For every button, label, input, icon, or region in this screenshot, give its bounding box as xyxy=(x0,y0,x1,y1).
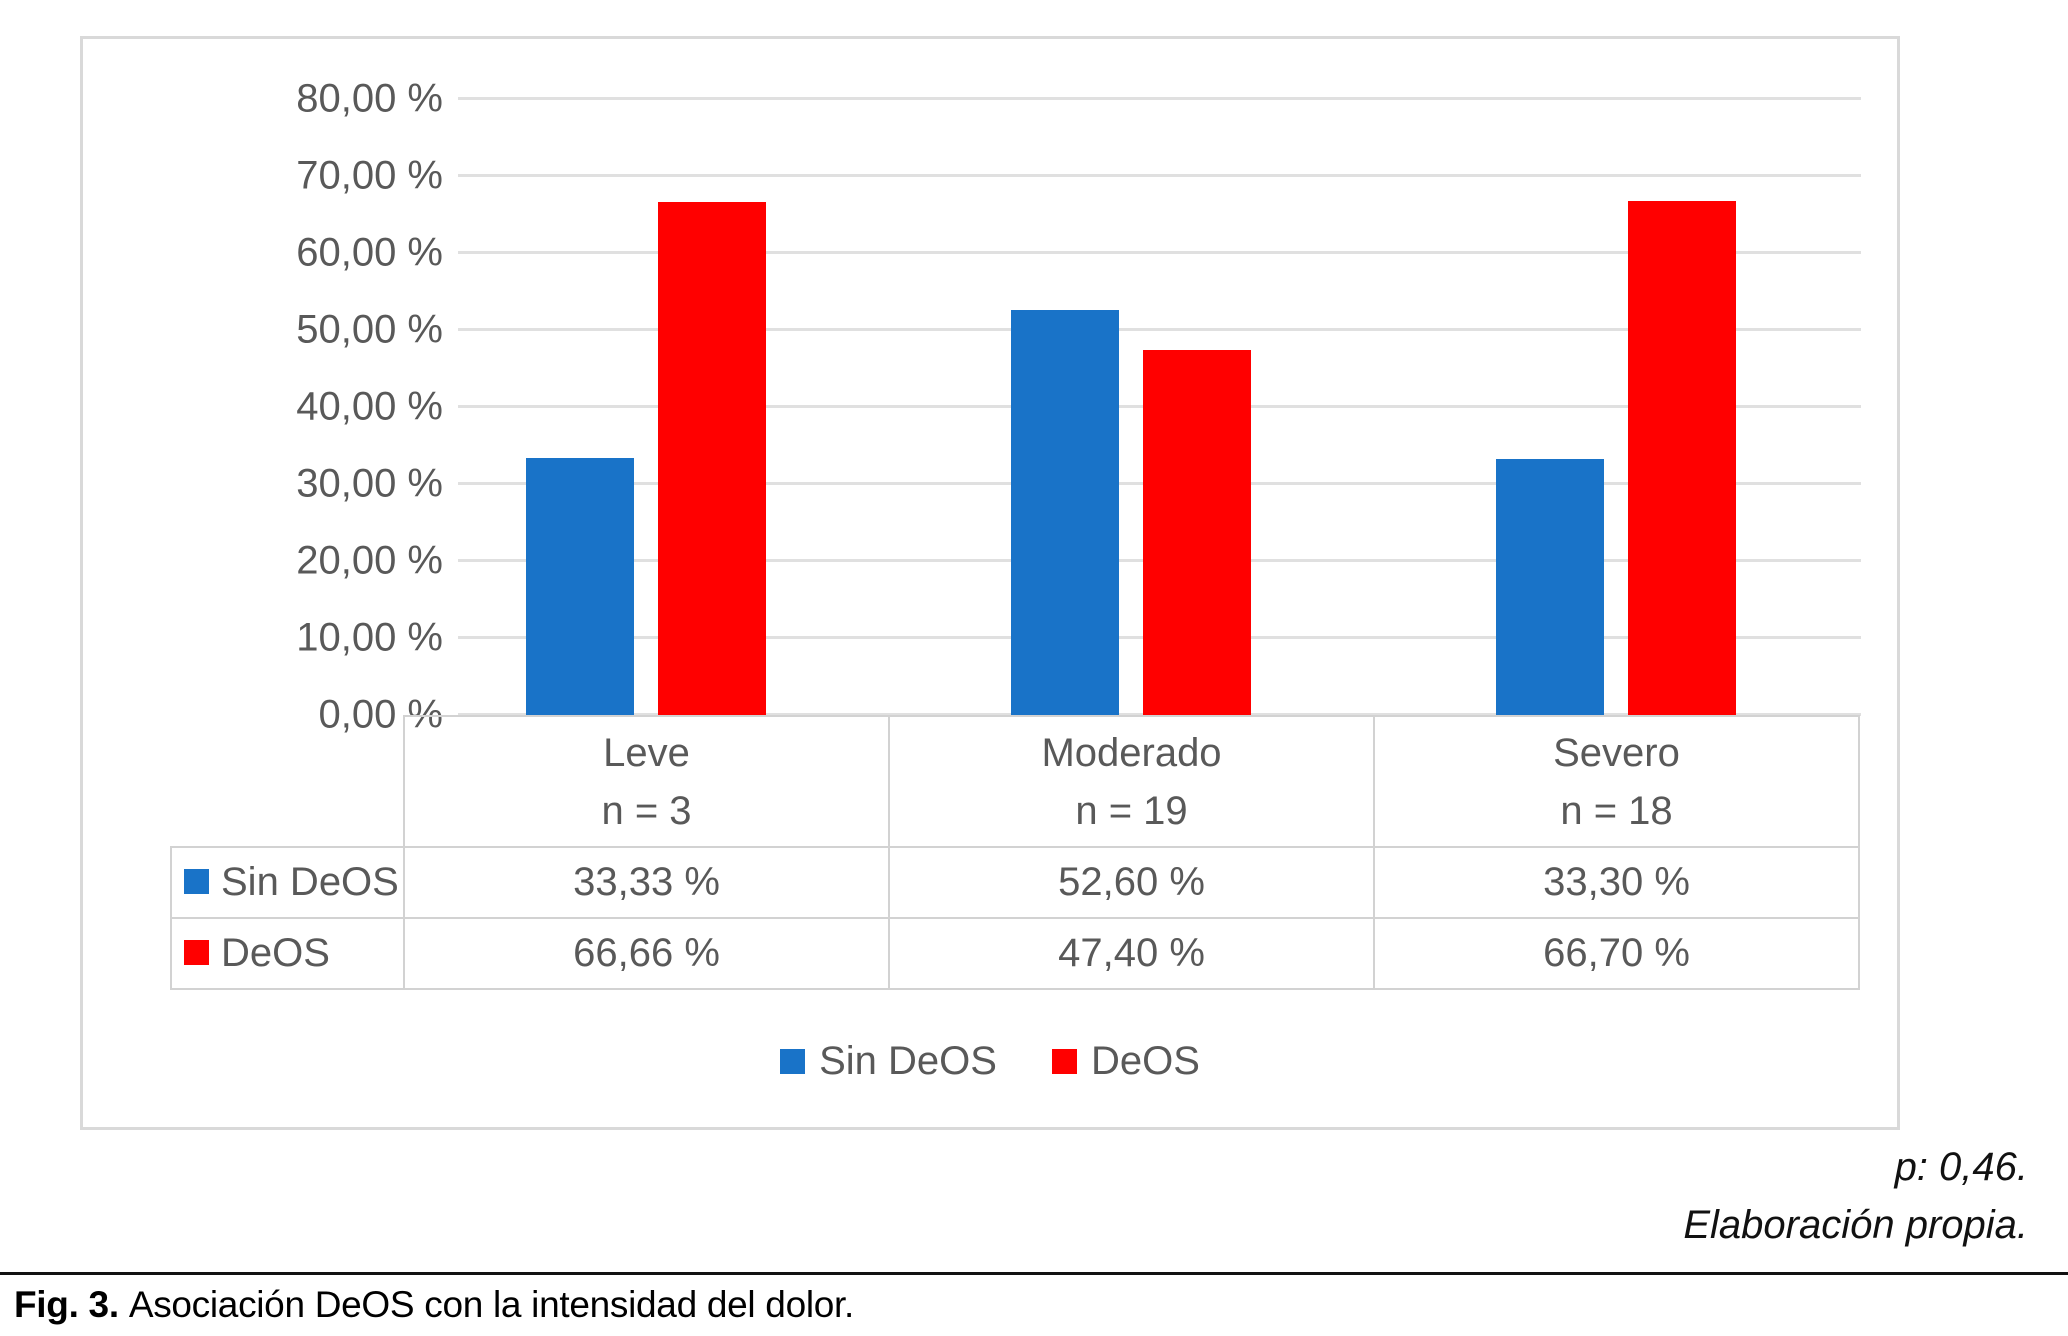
y-axis-tick-label: 10,00 % xyxy=(296,615,443,660)
bar-deos-moderado xyxy=(1142,350,1251,715)
y-axis-tick-label: 20,00 % xyxy=(296,538,443,583)
y-axis-tick-label: 50,00 % xyxy=(296,307,443,352)
figure-caption-label: Fig. 3. xyxy=(14,1284,119,1325)
y-axis-tick-label: 40,00 % xyxy=(296,384,443,429)
legend-item-sin-deos: Sin DeOS xyxy=(780,1039,997,1084)
legend-label: Sin DeOS xyxy=(819,1038,997,1083)
y-axis-tick-label: 60,00 % xyxy=(296,230,443,275)
row-header-deos: DeOS xyxy=(170,917,405,990)
data-table: Leve n = 3 Moderado n = 19 Severo n = 18… xyxy=(170,715,1860,990)
bar-sin-deos-leve xyxy=(525,458,634,715)
table-corner-cell xyxy=(171,716,404,847)
column-header-severo: Severo n = 18 xyxy=(1373,715,1860,848)
value-cell: 66,66 % xyxy=(403,917,890,990)
value-cell: 52,60 % xyxy=(888,846,1375,919)
table-row-deos: DeOS 66,66 % 47,40 % 66,70 % xyxy=(170,917,1860,990)
category-n-label: n = 19 xyxy=(1075,788,1188,833)
bar-deos-leve xyxy=(657,202,766,715)
legend-item-deos: DeOS xyxy=(1051,1038,1200,1084)
bar-sin-deos-severo xyxy=(1495,459,1604,715)
category-n-label: n = 3 xyxy=(601,788,692,833)
sin-deos-legend-swatch-icon xyxy=(780,1048,806,1074)
source-note: Elaboración propia. xyxy=(1683,1203,2028,1247)
table-header-row: Leve n = 3 Moderado n = 19 Severo n = 18 xyxy=(171,715,1860,848)
value-cell: 33,33 % xyxy=(403,846,890,919)
value-cell: 66,70 % xyxy=(1373,917,1860,990)
gridline xyxy=(458,174,1861,177)
series-label: Sin DeOS xyxy=(221,860,399,904)
y-axis-tick-label: 30,00 % xyxy=(296,461,443,506)
legend-label: DeOS xyxy=(1090,1038,1200,1083)
deos-legend-swatch-icon xyxy=(1051,1048,1077,1074)
deos-swatch-icon xyxy=(184,939,209,965)
figure-caption-text: Asociación DeOS con la intensidad del do… xyxy=(128,1284,855,1325)
category-label: Leve xyxy=(603,730,690,775)
row-header-sin-deos: Sin DeOS xyxy=(170,846,405,919)
column-header-moderado: Moderado n = 19 xyxy=(888,715,1375,848)
p-value-note: p: 0,46. xyxy=(1894,1145,2028,1189)
gridline xyxy=(458,251,1861,254)
gridline xyxy=(458,97,1861,100)
table-row-sin-deos: Sin DeOS 33,33 % 52,60 % 33,30 % xyxy=(170,846,1860,919)
sin-deos-swatch-icon xyxy=(184,868,209,894)
bar-deos-severo xyxy=(1627,201,1736,715)
caption-divider xyxy=(0,1272,2068,1275)
y-axis-tick-label: 80,00 % xyxy=(296,76,443,121)
category-n-label: n = 18 xyxy=(1560,788,1673,833)
value-cell: 47,40 % xyxy=(888,917,1375,990)
figure-caption: Fig. 3. Asociación DeOS con la intensidad… xyxy=(14,1284,854,1326)
category-label: Severo xyxy=(1553,730,1680,775)
category-label: Moderado xyxy=(1041,730,1222,775)
chart-legend: Sin DeOS DeOS xyxy=(83,1034,1897,1088)
gridline xyxy=(458,328,1861,331)
bar-sin-deos-moderado xyxy=(1010,310,1119,715)
column-header-leve: Leve n = 3 xyxy=(403,715,890,848)
chart-frame: Leve n = 3 Moderado n = 19 Severo n = 18… xyxy=(80,36,1900,1130)
y-axis-tick-label: 70,00 % xyxy=(296,153,443,198)
value-cell: 33,30 % xyxy=(1373,846,1860,919)
series-label: DeOS xyxy=(221,931,330,975)
